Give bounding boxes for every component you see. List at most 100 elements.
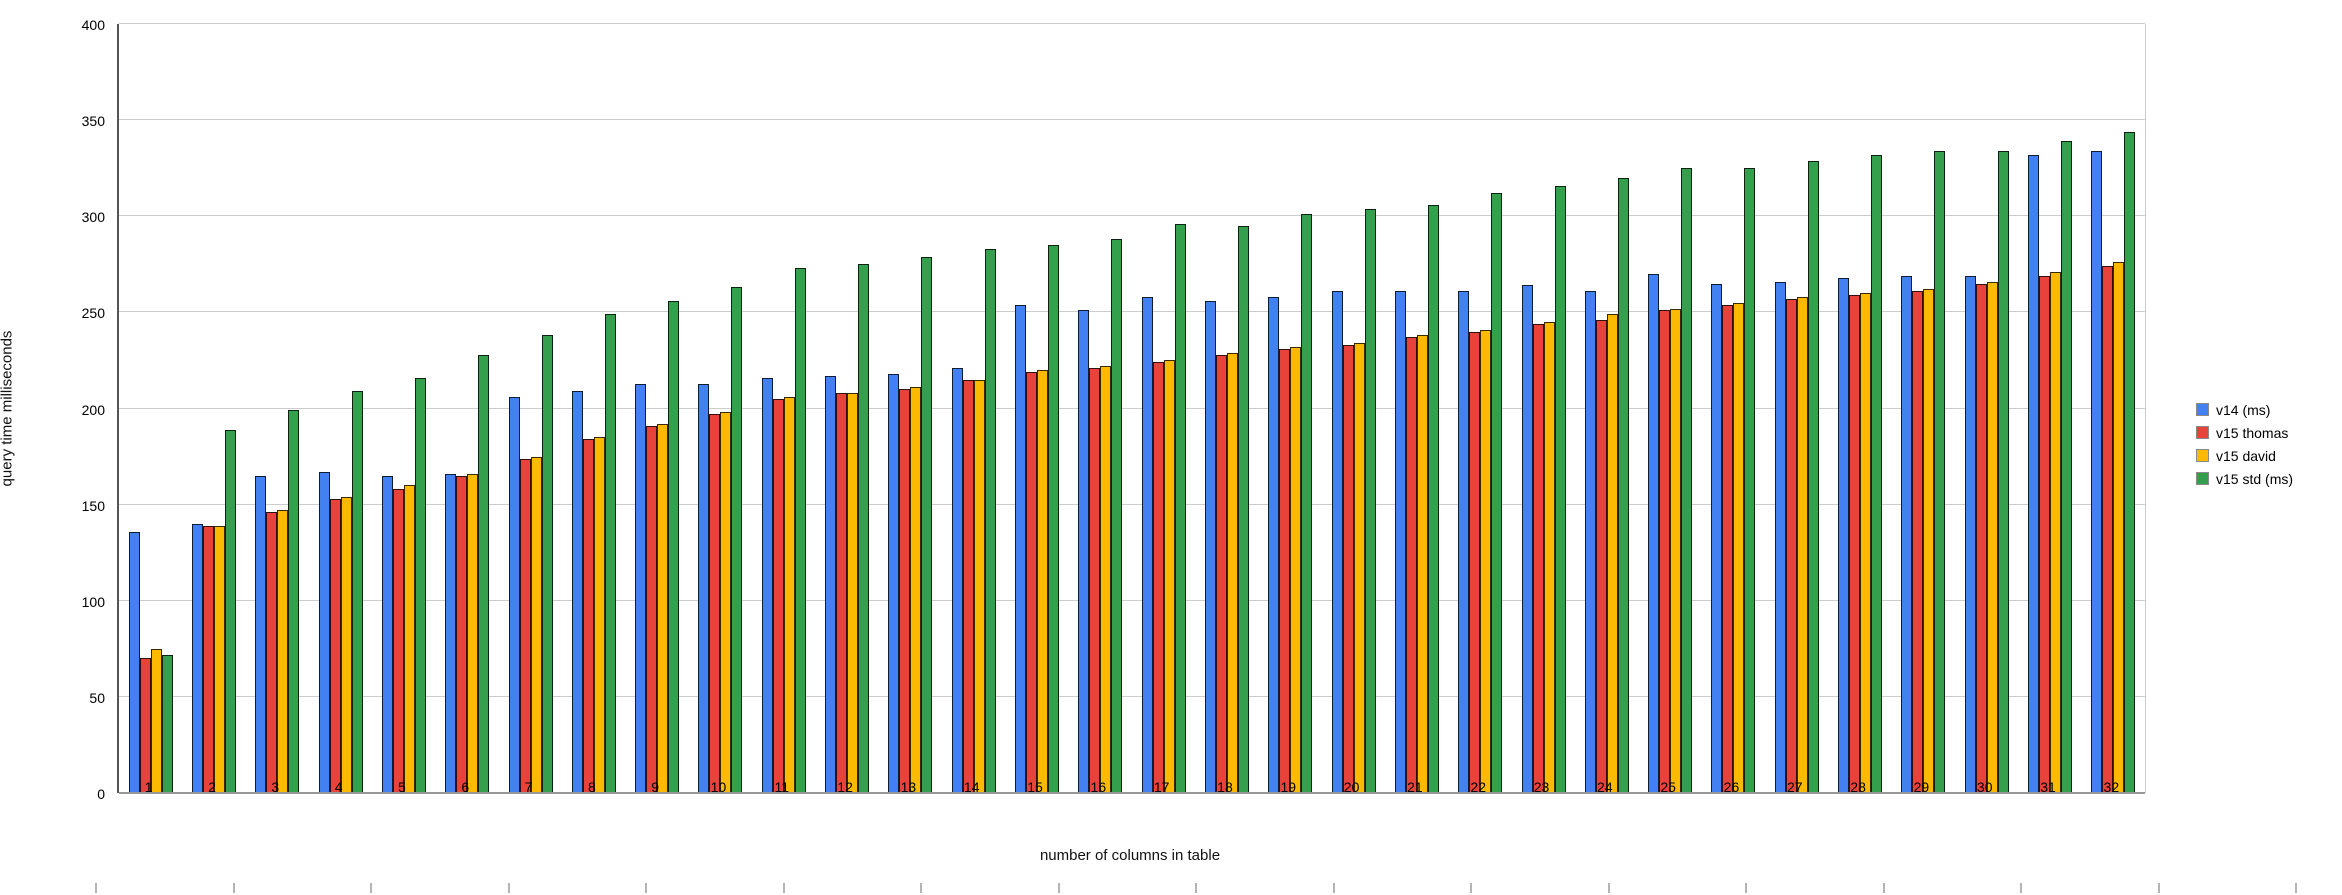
x-tick-label: 2 (208, 779, 216, 795)
bar-v14-ms- (508, 396, 520, 793)
bar-group (879, 24, 942, 793)
bar-v15-thomas (519, 458, 531, 793)
y-axis-title: query time milliseconds (0, 330, 16, 487)
bar-v15-thomas (1532, 323, 1544, 793)
bar-group (1575, 24, 1638, 793)
bar-v15-david (1226, 352, 1238, 793)
bar-v15-david (340, 496, 352, 793)
bar-v15-david (1543, 322, 1555, 793)
bar-v15-david (1416, 335, 1428, 793)
legend-swatch (2196, 472, 2209, 485)
bar-v14-ms- (128, 531, 140, 793)
x-tick-label: 20 (1343, 779, 1360, 795)
bar-v15-std-ms- (1934, 150, 1946, 793)
x-tick-label: 27 (1786, 779, 1803, 795)
ruler-tick (1745, 883, 1747, 893)
bar-v15-std-ms- (731, 287, 743, 793)
bar-v15-std-ms- (1554, 185, 1566, 793)
x-tick-label: 21 (1407, 779, 1423, 795)
bar-group (1195, 24, 1258, 793)
bar-v14-ms- (888, 373, 900, 793)
bar-v15-david (2113, 262, 2125, 793)
bar-v14-ms- (1838, 277, 1850, 793)
bar-v15-david (213, 525, 225, 793)
gridline (119, 695, 2145, 697)
bar-v14-ms- (318, 471, 330, 793)
bar-group (182, 24, 245, 793)
bar-v15-std-ms- (1111, 239, 1123, 793)
bar-group (689, 24, 752, 793)
bar-group (1132, 24, 1195, 793)
bar-v14-ms- (2091, 150, 2103, 793)
x-tick-label: 3 (271, 779, 280, 795)
bar-v15-std-ms- (1048, 245, 1060, 793)
bar-v15-thomas (962, 379, 974, 793)
x-tick-label: 25 (1660, 779, 1676, 795)
bar-v15-std-ms- (2061, 141, 2073, 793)
bar-v14-ms- (1015, 304, 1027, 793)
x-tick-label: 12 (837, 779, 853, 795)
bar-v15-std-ms- (2124, 131, 2136, 793)
bar-v15-std-ms- (1871, 154, 1883, 793)
bar-v14-ms- (1204, 300, 1216, 793)
bar-v15-david (973, 379, 985, 793)
x-tick-label: 19 (1280, 779, 1297, 795)
x-axis-title: number of columns in table (1039, 847, 1221, 864)
ruler-tick (782, 883, 785, 893)
bar-groups (119, 24, 2145, 793)
bar-v15-david (1986, 281, 1998, 793)
bar-v14-ms- (381, 475, 393, 793)
bar-v15-david (1353, 343, 1365, 793)
bar-v15-thomas (1089, 368, 1101, 793)
bar-v15-std-ms- (1681, 168, 1693, 793)
ruler-tick (370, 883, 372, 893)
bar-v15-std-ms- (1237, 225, 1249, 793)
bar-v15-david (847, 393, 859, 793)
bar-v15-thomas (899, 389, 911, 793)
bar-group (1005, 24, 1068, 793)
plot-area (117, 23, 2146, 794)
x-tick-label: 4 (334, 779, 343, 795)
bar-v15-thomas (1279, 348, 1291, 793)
x-tick-label: 6 (461, 779, 470, 795)
x-tick-label: 32 (2103, 779, 2120, 795)
bar-group (2018, 24, 2081, 793)
bar-v15-std-ms- (1301, 214, 1313, 793)
bar-v15-david (1606, 314, 1618, 793)
bar-v15-std-ms- (541, 335, 553, 793)
x-tick-label: 18 (1217, 779, 1233, 795)
bar-v15-std-ms- (1364, 208, 1376, 793)
bar-group (1385, 24, 1448, 793)
bar-v14-ms- (1521, 285, 1533, 793)
bar-v15-david (2050, 272, 2062, 793)
bar-v15-david (593, 437, 605, 793)
legend-label: v15 std (ms) (2216, 470, 2294, 487)
x-tick-label: 17 (1153, 779, 1170, 795)
bar-v15-std-ms- (1807, 160, 1819, 793)
ruler-tick (232, 883, 235, 893)
bar-v15-david (1670, 308, 1682, 793)
ruler-tick (645, 883, 647, 893)
y-tick-label: 0 (97, 786, 105, 802)
y-tick-label: 150 (81, 497, 105, 514)
bar-group (499, 24, 562, 793)
bar-v15-thomas (1912, 291, 1924, 793)
bar-group (1322, 24, 1385, 793)
bar-v15-thomas (1342, 345, 1354, 793)
bar-group (1702, 24, 1765, 793)
x-tick-label: 10 (710, 779, 727, 795)
ruler-tick (2157, 883, 2160, 893)
y-tick-label: 100 (81, 593, 105, 610)
bar-v15-std-ms- (1617, 177, 1629, 793)
bar-v15-david (1733, 302, 1745, 793)
x-tick-label: 15 (1027, 779, 1043, 795)
ruler-tick (1195, 883, 1197, 893)
x-tick-label: 11 (774, 779, 790, 795)
bar-v15-std-ms- (921, 256, 933, 793)
bar-v15-thomas (392, 489, 404, 793)
bar-v14-ms- (255, 475, 267, 793)
bar-v15-std-ms- (478, 354, 490, 793)
bar-v15-thomas (709, 414, 721, 793)
bar-v15-david (783, 396, 795, 793)
bar-v15-std-ms- (858, 264, 870, 793)
